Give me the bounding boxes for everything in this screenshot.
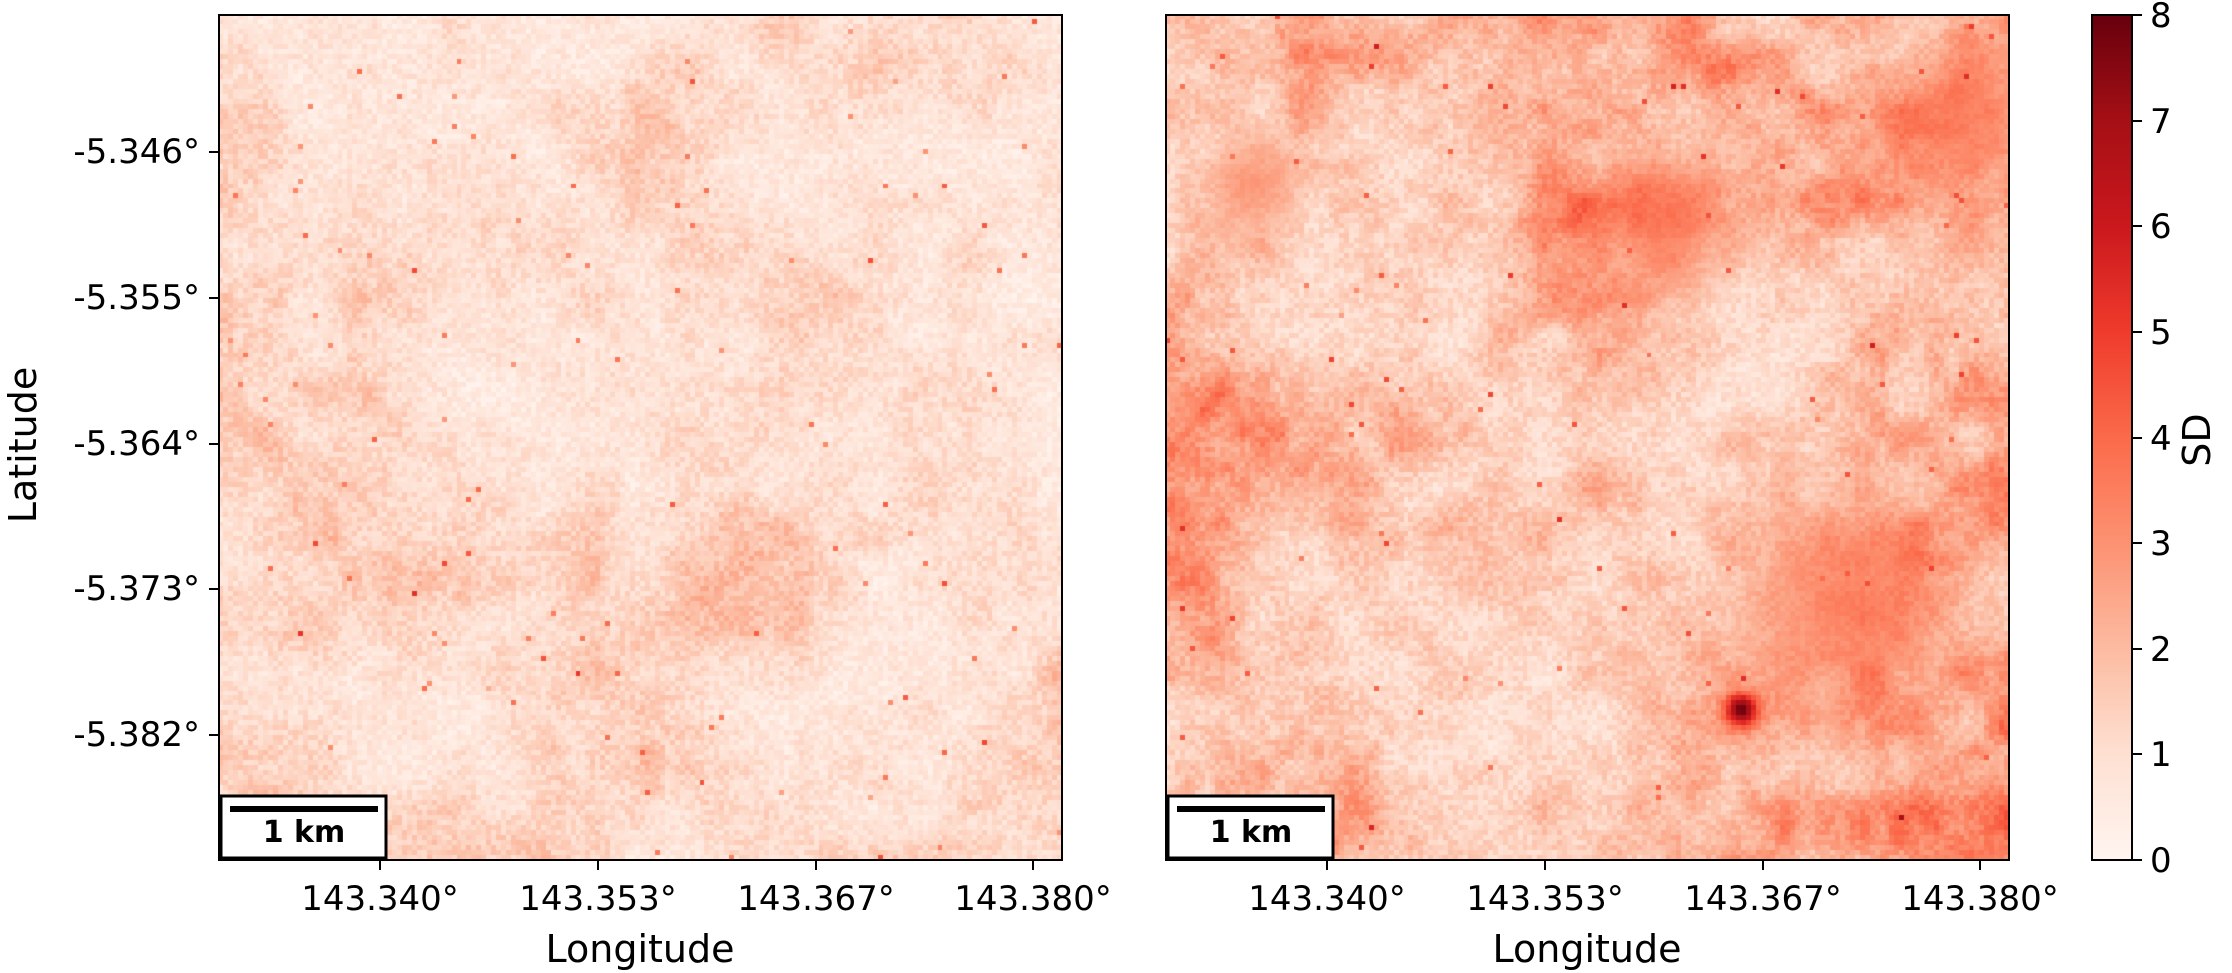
right-scalebar-label: 1 km [1210,815,1293,850]
x-axis-label: Longitude [1493,927,1682,971]
x-tick-label: 143.367° [1684,879,1842,919]
left-y-axis: -5.346° -5.355° -5.364° -5.373° -5.382° … [1,132,219,755]
colorbar-tick-label: 2 [2150,630,2172,670]
x-tick-label: 143.367° [737,879,895,919]
x-tick-label: 143.380° [954,879,1112,919]
colorbar: 0 1 2 3 4 5 6 7 8 SD [2091,0,2219,881]
y-tick-label: -5.373° [73,569,200,609]
colorbar-gradient [2091,14,2133,861]
colorbar-tick-label: 7 [2150,102,2172,142]
colorbar-tick-label: 8 [2150,0,2172,36]
colorbar-tick-label: 3 [2150,524,2172,564]
left-map-frame [218,14,1063,861]
colorbar-label: SD [2175,413,2219,466]
colorbar-tick-label: 0 [2150,841,2172,881]
colorbar-tick-label: 1 [2150,735,2172,775]
x-axis-label: Longitude [546,927,735,971]
left-heatmap [219,15,1062,860]
right-x-axis: 143.340° 143.353° 143.367° 143.380° Long… [1248,860,2059,971]
x-tick-label: 143.340° [1248,879,1406,919]
y-tick-label: -5.364° [73,424,200,464]
y-tick-label: -5.346° [73,132,200,172]
y-axis-label: Latitude [1,367,45,523]
x-tick-label: 143.353° [1466,879,1624,919]
right-map-frame [1165,14,2010,861]
y-tick-label: -5.382° [73,715,200,755]
x-tick-label: 143.380° [1901,879,2059,919]
left-scalebar-label: 1 km [263,815,346,850]
right-map-panel: 1 km 143.340° 143.353° 143.367° 143.380°… [1165,14,2059,971]
y-tick-label: -5.355° [73,278,200,318]
x-tick-label: 143.353° [519,879,677,919]
right-scalebar: 1 km [1166,794,1335,860]
colorbar-tick-label: 6 [2150,207,2172,247]
x-tick-label: 143.340° [301,879,459,919]
right-heatmap [1166,15,2009,860]
left-scalebar: 1 km [219,794,388,860]
colorbar-tick-label: 5 [2150,313,2172,353]
colorbar-tick-label: 4 [2150,419,2172,459]
left-map-panel: 1 km -5.346° -5.355° -5.364° -5.373° -5.… [1,14,1112,971]
left-x-axis: 143.340° 143.353° 143.367° 143.380° Long… [301,860,1112,971]
colorbar-ticks: 0 1 2 3 4 5 6 7 8 [2132,0,2172,881]
